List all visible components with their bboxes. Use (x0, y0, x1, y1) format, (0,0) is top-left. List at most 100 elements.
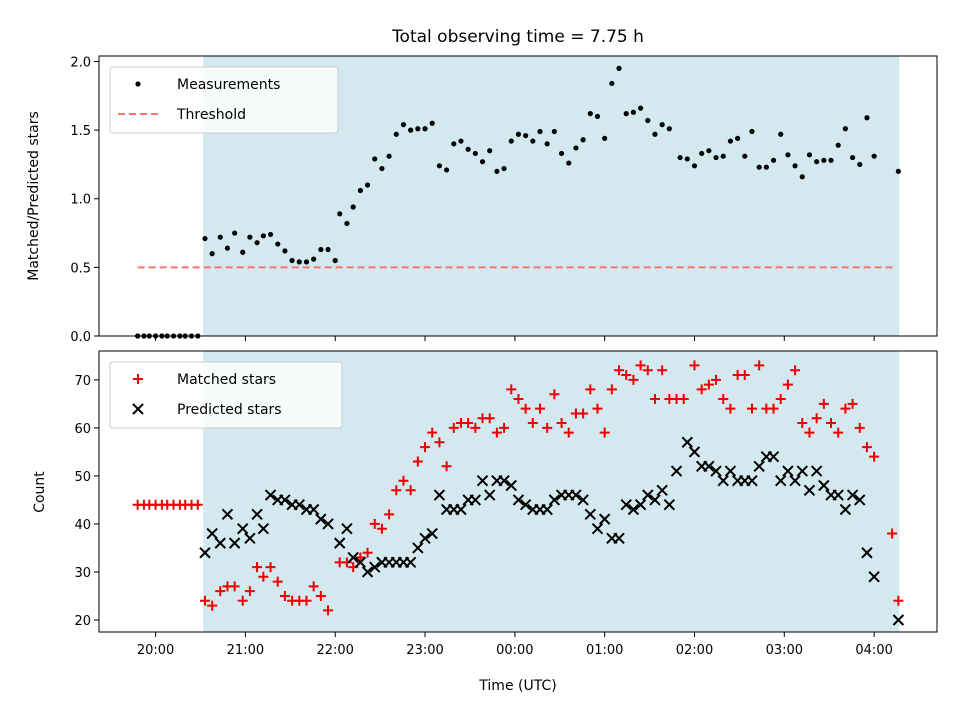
matched-star-point (369, 518, 380, 529)
measurement-point (472, 150, 478, 157)
predicted-star-point (251, 508, 263, 521)
matched-star-point (818, 398, 829, 409)
x-tick-label: 01:00 (586, 643, 623, 658)
measurement-point (247, 234, 253, 240)
measurement-point (508, 138, 514, 144)
matched-star-point (258, 571, 269, 582)
predicted-star-point (347, 551, 359, 564)
measurement-point (332, 257, 338, 264)
legend-predicted-marker (132, 403, 144, 415)
predicted-star-point (228, 537, 241, 549)
matched-star-point (362, 547, 373, 558)
bottom-axes-frame (98, 350, 938, 633)
matched-star-point (527, 418, 538, 429)
measurement-point (842, 126, 848, 132)
measurement-point (699, 150, 705, 157)
predicted-star-point (892, 614, 905, 626)
predicted-star-point (746, 474, 758, 487)
predicted-star-point (498, 474, 510, 487)
matched-star-point (678, 394, 689, 405)
measurement-point (616, 65, 622, 71)
measurement-point (828, 157, 834, 163)
top-y-tick-label: 0.0 (70, 330, 91, 345)
matched-star-point (606, 384, 617, 395)
matched-star-point (355, 552, 366, 563)
matched-star-point (252, 562, 263, 573)
matched-star-point (199, 595, 210, 606)
measurement-point (337, 211, 343, 217)
matched-star-point (441, 461, 452, 472)
measurement-point (799, 174, 805, 180)
top-y-tick-label: 2.0 (70, 55, 91, 70)
measurement-point (372, 156, 378, 162)
legend-measurement-marker (135, 81, 141, 87)
predicted-star-point (214, 537, 226, 549)
predicted-star-point (767, 450, 780, 463)
matched-star-point (513, 394, 524, 405)
matched-star-point (427, 427, 438, 438)
predicted-star-point (782, 465, 794, 477)
matched-star-point (847, 398, 858, 409)
matched-star-point (506, 384, 517, 395)
predicted-star-point (334, 537, 346, 549)
matched-star-point (434, 437, 445, 448)
predicted-star-point (257, 523, 270, 535)
predicted-star-point (724, 465, 737, 477)
predicted-star-point (796, 465, 808, 477)
matched-star-point (628, 374, 639, 385)
predicted-star-point (670, 465, 683, 477)
measurement-point (240, 249, 246, 255)
measurement-point (311, 256, 317, 262)
measurement-point (296, 259, 302, 265)
measurement-point (408, 127, 414, 133)
top-y-tick-label: 1.5 (70, 124, 91, 139)
predicted-star-point (541, 503, 553, 516)
matched-star-point (244, 586, 255, 597)
measurement-point (727, 138, 734, 144)
measurement-point (594, 113, 601, 119)
predicted-star-point (810, 465, 823, 477)
measurement-point (458, 138, 464, 144)
measurement-point (659, 122, 665, 128)
x-tick-label: 00:00 (496, 643, 533, 658)
matched-star-point (556, 418, 567, 429)
top-legend-label: Measurements (177, 77, 280, 93)
x-tick-label: 23:00 (406, 643, 443, 658)
top-y-tick-label: 0.5 (70, 261, 91, 276)
bottom-y-tick-label: 70 (74, 374, 91, 389)
measurement-point (871, 153, 877, 159)
measurement-point (393, 131, 399, 137)
matched-star-point (405, 485, 416, 496)
predicted-star-point (361, 566, 374, 578)
matched-star-point (520, 403, 531, 414)
matched-star-point (323, 605, 334, 616)
predicted-star-point (868, 571, 880, 583)
x-tick-label: 22:00 (316, 643, 353, 658)
predicted-star-point (577, 494, 589, 506)
measurement-point (652, 131, 658, 137)
matched-star-point (739, 370, 750, 381)
matched-star-point (754, 360, 765, 371)
matched-star-point (563, 427, 574, 438)
bottom-y-tick-label: 40 (74, 518, 91, 533)
predicted-star-point (846, 489, 859, 501)
matched-star-point (192, 499, 203, 510)
measurement-point (706, 148, 712, 154)
matched-star-point (542, 422, 553, 433)
matched-star-point (412, 456, 423, 467)
measurement-point (821, 157, 827, 163)
measurement-point (260, 233, 266, 239)
predicted-star-point (598, 513, 611, 525)
matched-star-point (790, 365, 801, 376)
predicted-star-point (613, 532, 625, 545)
measurement-point (666, 126, 672, 132)
matched-star-point (549, 389, 560, 400)
matched-star-point (448, 422, 459, 433)
predicted-star-point (818, 479, 830, 492)
measurement-point (806, 152, 813, 158)
measurement-point (587, 111, 593, 117)
predicted-star-point (642, 489, 654, 501)
measurement-point (267, 231, 274, 238)
predicted-star-point (681, 436, 694, 448)
